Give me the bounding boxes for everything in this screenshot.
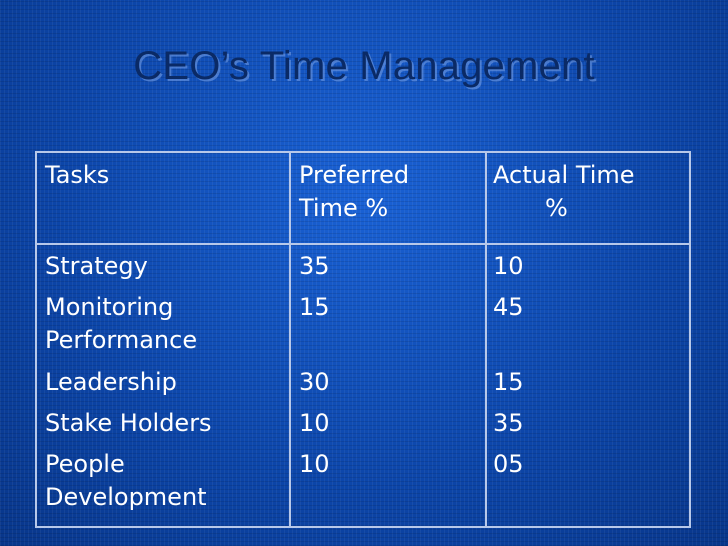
actual-value: 45 <box>493 293 524 321</box>
preferred-value: 15 <box>299 293 330 321</box>
task-label-line2: Performance <box>45 326 198 354</box>
header-preferred-time: Preferred Time % <box>299 159 409 225</box>
table-row-task: Monitoring Performance <box>45 291 212 366</box>
column-divider <box>289 153 291 526</box>
task-label: People <box>45 450 125 478</box>
tasks-column: Strategy Monitoring Performance Leadersh… <box>45 250 212 523</box>
preferred-value: 10 <box>299 409 330 437</box>
preferred-value: 35 <box>299 252 330 280</box>
actual-column: 10 45 15 35 05 <box>493 250 524 523</box>
actual-value: 10 <box>493 252 524 280</box>
task-label: Stake Holders <box>45 409 212 437</box>
header-preferred-line1: Preferred <box>299 161 410 189</box>
task-label-line2: Development <box>45 483 207 511</box>
slide-title: CEO’s Time Management <box>133 44 595 88</box>
task-label: Leadership <box>45 368 177 396</box>
time-management-table: Tasks Preferred Time % Actual Time % Str… <box>35 151 691 528</box>
header-actual-time: Actual Time % <box>493 159 635 225</box>
table-row-task: People Development <box>45 448 212 523</box>
table-row-task: Stake Holders <box>45 407 212 448</box>
header-tasks: Tasks <box>45 161 110 189</box>
preferred-value: 10 <box>299 450 330 478</box>
actual-value: 15 <box>493 368 524 396</box>
column-divider <box>485 153 487 526</box>
header-preferred-line2: Time % <box>299 194 389 222</box>
actual-value: 35 <box>493 409 524 437</box>
table-row-task: Leadership <box>45 366 212 407</box>
table-row-task: Strategy <box>45 250 212 291</box>
preferred-value: 30 <box>299 368 330 396</box>
task-label: Strategy <box>45 252 148 280</box>
header-divider <box>37 243 689 245</box>
header-actual-line2: % <box>545 194 568 222</box>
task-label: Monitoring <box>45 293 174 321</box>
header-actual-line1: Actual Time <box>493 161 635 189</box>
actual-value: 05 <box>493 450 524 478</box>
preferred-column: 35 15 30 10 10 <box>299 250 330 523</box>
